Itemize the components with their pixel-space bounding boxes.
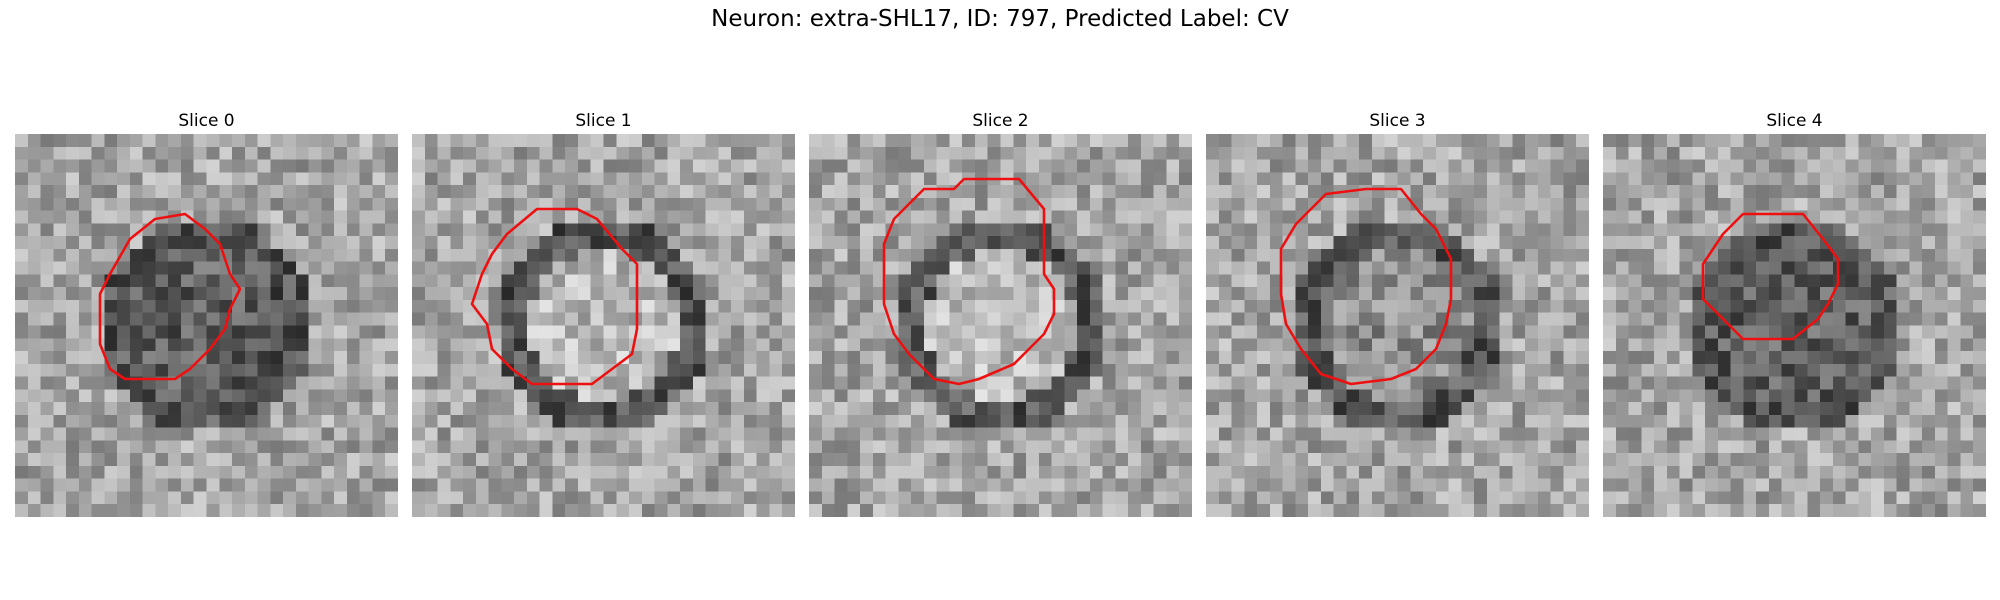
slice-title: Slice 4 bbox=[1766, 111, 1823, 131]
slice-panel-2: Slice 2 bbox=[809, 108, 1192, 517]
slice-title: Slice 2 bbox=[972, 111, 1029, 131]
slice-image bbox=[412, 134, 795, 517]
slice-image bbox=[1603, 134, 1986, 517]
slice-title: Slice 1 bbox=[575, 111, 632, 131]
slice-title: Slice 3 bbox=[1369, 111, 1426, 131]
slice-image bbox=[15, 134, 398, 517]
slice-image bbox=[1206, 134, 1589, 517]
slice-panel-4: Slice 4 bbox=[1603, 108, 1986, 517]
slice-title: Slice 0 bbox=[178, 111, 235, 131]
slice-panel-1: Slice 1 bbox=[412, 108, 795, 517]
slice-image bbox=[809, 134, 1192, 517]
slice-panel-3: Slice 3 bbox=[1206, 108, 1589, 517]
slice-panel-0: Slice 0 bbox=[15, 108, 398, 517]
figure-title: Neuron: extra-SHL17, ID: 797, Predicted … bbox=[711, 6, 1289, 32]
